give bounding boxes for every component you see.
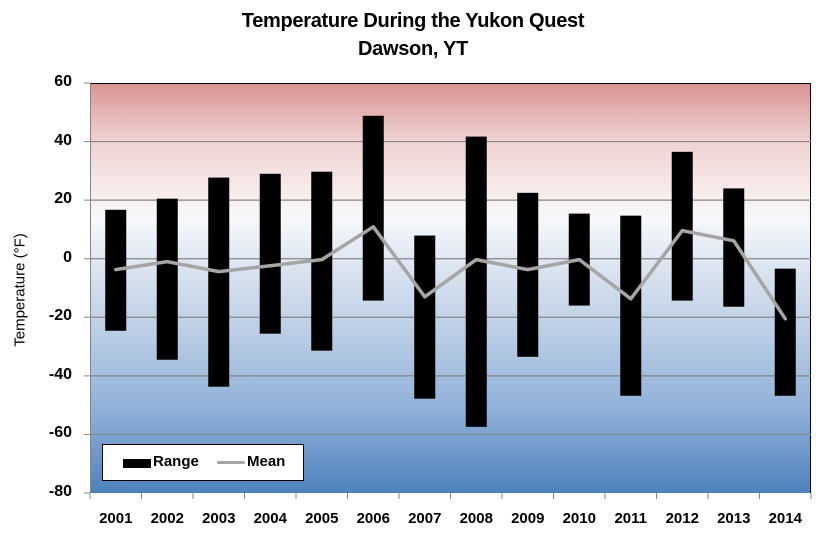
- legend-range-swatch-icon: [123, 459, 151, 468]
- range-bar: [517, 192, 539, 357]
- y-tick-label: -40: [48, 365, 72, 383]
- legend-mean-swatch-icon: [217, 461, 245, 464]
- x-tick-label: 2013: [717, 510, 751, 527]
- range-bar: [259, 173, 281, 334]
- x-tick-label: 2009: [511, 510, 545, 527]
- x-tick-label: 2004: [253, 510, 287, 527]
- y-tick-label: 0: [63, 248, 72, 266]
- mean-line: [114, 225, 788, 321]
- legend: Range Mean: [102, 444, 304, 481]
- range-bar: [362, 115, 384, 301]
- y-tick-label: 40: [54, 131, 72, 149]
- x-tick-label: 2006: [356, 510, 390, 527]
- x-tick-label: 2008: [459, 510, 493, 527]
- y-tick-label: 60: [54, 73, 72, 90]
- chart-title: Temperature During the Yukon Quest: [241, 10, 585, 32]
- chart-subtitle: Dawson, YT: [358, 38, 468, 60]
- x-tick-label: 2014: [768, 510, 802, 527]
- range-bar: [620, 215, 642, 396]
- x-tick-label: 2002: [150, 510, 184, 527]
- legend-range-label: Range: [153, 453, 199, 470]
- legend-mean-label: Mean: [247, 453, 286, 470]
- range-bar: [414, 235, 436, 399]
- range-bar: [208, 177, 230, 387]
- range-bar: [774, 268, 796, 396]
- range-bar: [671, 151, 693, 301]
- x-tick-label: 2001: [99, 510, 133, 527]
- x-tick-label: 2007: [408, 510, 442, 527]
- y-tick-label: -80: [48, 483, 72, 500]
- range-bar: [156, 198, 178, 360]
- x-tick-label: 2003: [202, 510, 236, 527]
- y-tick-label: 20: [54, 190, 72, 208]
- range-bar: [723, 188, 745, 307]
- y-tick-label: -60: [48, 424, 72, 442]
- range-bar: [465, 136, 487, 427]
- x-tick-label: 2010: [562, 510, 596, 527]
- y-tick-label: -20: [48, 307, 72, 325]
- x-tick-label: 2005: [305, 510, 339, 527]
- x-tick-label: 2011: [614, 510, 648, 527]
- x-tick-label: 2012: [665, 510, 699, 527]
